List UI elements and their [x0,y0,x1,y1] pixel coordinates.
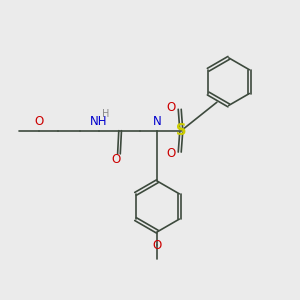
Text: O: O [166,147,176,160]
Text: O: O [111,153,120,166]
Text: O: O [166,101,176,114]
Text: S: S [176,123,187,138]
Text: NH: NH [90,115,108,128]
Text: O: O [153,238,162,252]
Text: N: N [153,115,162,128]
Text: H: H [102,109,109,119]
Text: O: O [34,115,43,128]
